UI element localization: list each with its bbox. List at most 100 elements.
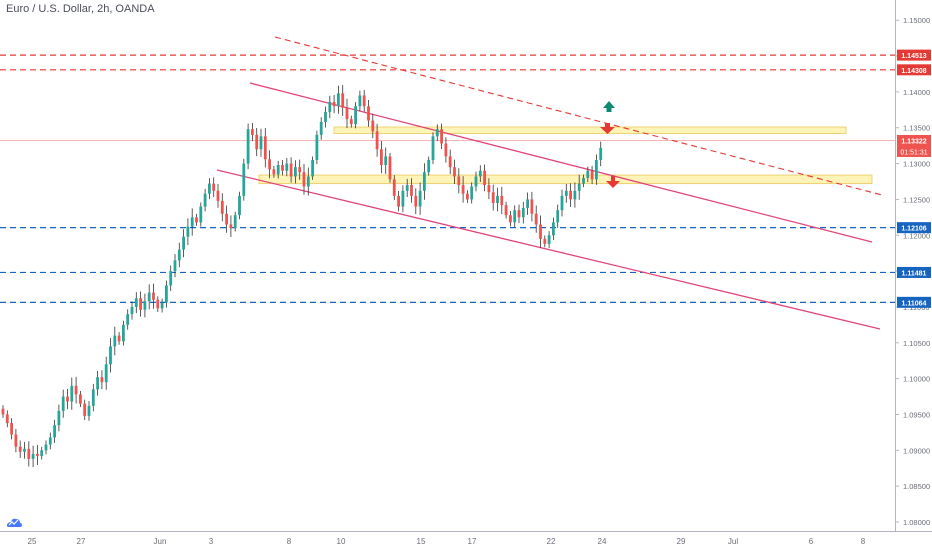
candle (216, 183, 220, 208)
axes (0, 0, 932, 532)
candle-body (255, 134, 259, 150)
candle (530, 191, 534, 222)
candle-body (311, 159, 314, 177)
candle-body (1, 408, 5, 415)
candle (242, 158, 246, 201)
candle (225, 205, 228, 233)
candle-body (195, 217, 198, 223)
candle-body (543, 238, 547, 244)
candle-body (126, 314, 130, 325)
candle (349, 115, 353, 128)
price-level-badge-text: 1.14308 (901, 68, 926, 75)
candle (448, 149, 452, 175)
x-tick-label: 8 (287, 537, 292, 546)
candle (122, 320, 125, 346)
candle-body (100, 377, 104, 383)
candle (61, 389, 65, 418)
candle (539, 215, 542, 248)
y-tick-label: 1.10500 (903, 339, 930, 348)
candle (44, 440, 48, 455)
candle-body (586, 170, 590, 178)
candle (358, 90, 362, 112)
candle-body (513, 210, 517, 223)
candle (362, 89, 366, 112)
candle-body (478, 170, 482, 177)
candle (251, 122, 254, 142)
candle (552, 217, 555, 241)
candle (259, 128, 263, 157)
candle-body (380, 149, 383, 166)
candle (414, 188, 418, 215)
candle-body (509, 215, 512, 223)
candle-body (182, 236, 185, 250)
x-tick-label: 10 (337, 537, 346, 546)
candle-body (371, 120, 375, 132)
candle-body (392, 179, 396, 196)
time-axis[interactable]: 25 27 Jun 3 8 10 15 17 22 24 29 Jul 6 8 (28, 537, 866, 546)
candle (543, 235, 547, 248)
candle-body (242, 163, 246, 196)
candle (87, 401, 91, 421)
candle (152, 283, 155, 309)
trendlines[interactable] (216, 36, 883, 330)
candle-body (569, 190, 572, 200)
candle-body (474, 176, 478, 187)
price-levels[interactable] (0, 54, 895, 303)
y-tick-label: 1.14000 (903, 88, 930, 97)
candle-body (83, 403, 87, 416)
x-tick-label: 8 (861, 537, 866, 546)
zones[interactable] (258, 126, 873, 185)
candle (509, 211, 512, 227)
candle-body (53, 425, 56, 438)
price-level-badge (897, 222, 931, 234)
arrows[interactable] (600, 101, 620, 188)
candle-body (319, 121, 323, 135)
candle-body (18, 446, 22, 452)
candle (79, 390, 82, 408)
candle (298, 159, 302, 180)
candle-body (285, 163, 289, 171)
candle (36, 444, 39, 465)
price-level-badge-text: 1.11481 (902, 270, 927, 277)
candle (315, 130, 319, 165)
candle (577, 174, 581, 200)
candle (470, 182, 474, 204)
candle-body (552, 222, 555, 236)
candle (160, 298, 164, 313)
candle (96, 370, 99, 396)
y-tick-label: 1.08000 (903, 518, 930, 527)
price-level-badge-text: 1.14513 (901, 53, 926, 60)
candle (83, 399, 87, 421)
candle (311, 156, 314, 180)
candle-body (457, 176, 461, 186)
candle-body (590, 170, 594, 180)
candle (397, 191, 400, 212)
candle (263, 128, 267, 168)
candle (500, 186, 504, 215)
x-tick-label: 17 (468, 537, 477, 546)
candle-body (139, 298, 142, 310)
x-tick-label: 27 (77, 537, 86, 546)
x-tick-label: 29 (677, 537, 686, 546)
candle-body (177, 249, 181, 261)
candle-body (487, 185, 491, 193)
candle (233, 211, 237, 232)
candle-body (556, 210, 560, 223)
candle (526, 192, 529, 215)
candle-body (599, 147, 603, 160)
candle-body (212, 183, 216, 191)
candle (306, 167, 310, 196)
candle-body (410, 185, 413, 196)
candle-body (61, 396, 65, 411)
candle-body (143, 301, 147, 310)
candle (57, 404, 61, 432)
candle-body (401, 190, 405, 207)
candle (341, 85, 345, 116)
candle-body (109, 346, 112, 365)
candle (40, 446, 44, 460)
tradingview-cloud-icon[interactable] (5, 515, 23, 527)
candle-body (397, 195, 400, 207)
candle-body (298, 167, 302, 173)
